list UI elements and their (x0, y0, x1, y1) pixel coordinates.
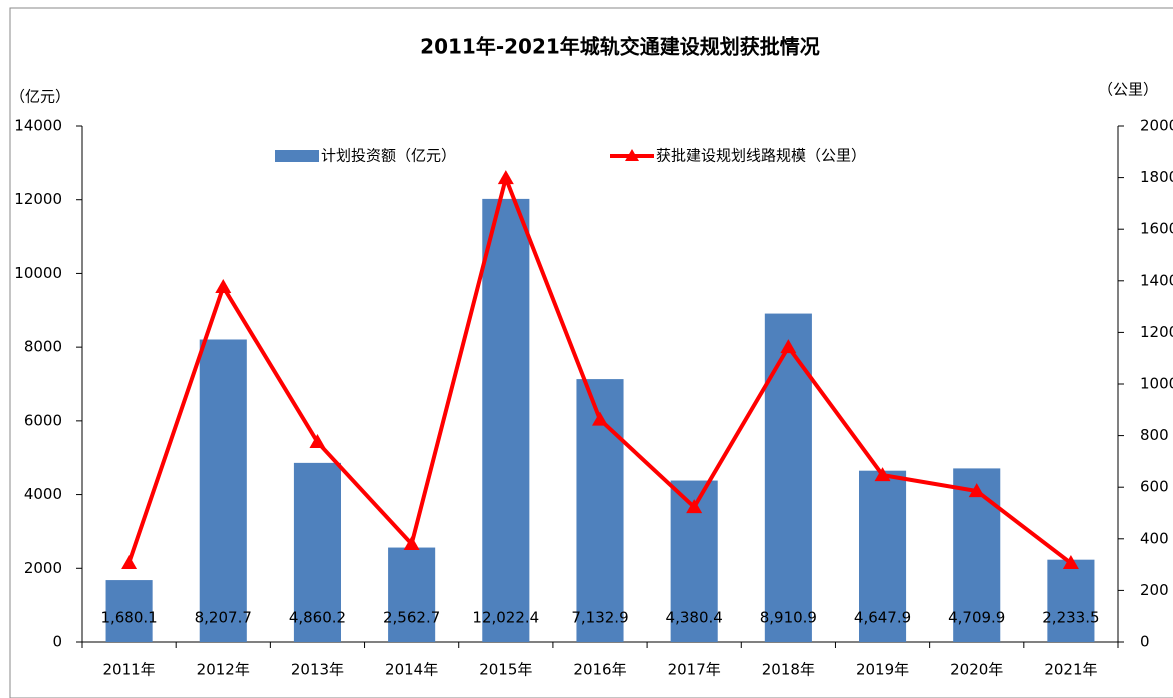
data-label: 7,132.9 (571, 609, 628, 627)
x-tick-label: 2018年 (762, 661, 815, 679)
y-tick-label: 2000 (24, 559, 62, 577)
bar (953, 468, 1001, 642)
x-tick-label: 2014年 (385, 661, 438, 679)
y-axis-label: （亿元） (10, 88, 70, 106)
bar (1047, 559, 1095, 642)
y2-tick-label: 400 (1140, 529, 1169, 547)
y2-tick-label: 1400 (1140, 271, 1173, 289)
y2-tick-label: 1800 (1140, 168, 1173, 186)
bar (482, 198, 530, 643)
x-tick-label: 2011年 (102, 661, 155, 679)
y2-tick-label: 1200 (1140, 323, 1173, 341)
chart-frame (9, 7, 1173, 698)
y-tick-label: 14000 (14, 117, 62, 135)
data-label: 4,647.9 (854, 609, 911, 627)
bar (293, 462, 341, 642)
y-tick-label: 4000 (24, 485, 62, 503)
bar (105, 580, 153, 642)
y-tick-label: 10000 (14, 264, 62, 282)
x-tick-label: 2017年 (668, 661, 721, 679)
y2-tick-label: 800 (1140, 426, 1169, 444)
data-label: 2,562.7 (383, 609, 440, 627)
legend-swatch (275, 150, 319, 162)
y2-tick-label: 1000 (1140, 375, 1173, 393)
y2-tick-label: 0 (1140, 633, 1150, 651)
data-label: 4,380.4 (666, 609, 723, 627)
bar (764, 313, 812, 642)
data-label: 4,860.2 (289, 609, 346, 627)
marker (497, 170, 514, 185)
x-tick-label: 2020年 (950, 661, 1003, 679)
marker (403, 535, 420, 550)
data-label: 2,233.5 (1042, 609, 1099, 627)
y-tick-label: 12000 (14, 190, 62, 208)
data-label: 1,680.1 (100, 609, 157, 627)
chart-title: 2011年-2021年城轨交通建设规划获批情况 (420, 35, 820, 59)
y2-tick-label: 200 (1140, 581, 1169, 599)
marker (121, 555, 138, 570)
x-tick-label: 2015年 (479, 661, 532, 679)
bar (859, 470, 907, 642)
x-tick-label: 2016年 (573, 661, 626, 679)
x-tick-label: 2019年 (856, 661, 909, 679)
data-label: 4,709.9 (948, 609, 1005, 627)
marker (780, 339, 797, 354)
marker (874, 467, 891, 482)
y2-tick-label: 600 (1140, 478, 1169, 496)
legend-label: 计划投资额（亿元） (321, 147, 456, 165)
bar (388, 547, 436, 642)
data-label: 12,022.4 (472, 609, 539, 627)
x-tick-label: 2012年 (197, 661, 250, 679)
x-tick-label: 2013年 (291, 661, 344, 679)
marker (1062, 555, 1079, 570)
bar (199, 339, 247, 642)
marker (215, 278, 232, 293)
y-tick-label: 6000 (24, 411, 62, 429)
x-tick-label: 2021年 (1044, 661, 1097, 679)
marker (968, 483, 985, 498)
y2-tick-label: 1600 (1140, 220, 1173, 238)
y-tick-label: 0 (52, 633, 62, 651)
legend-marker (625, 149, 639, 161)
marker (309, 434, 326, 449)
marker (686, 499, 703, 514)
y-tick-label: 8000 (24, 338, 62, 356)
legend-label: 获批建设规划线路规模（公里） (656, 147, 866, 165)
y2-tick-label: 2000 (1140, 117, 1173, 135)
y2-axis-label: （公里） (1098, 81, 1158, 99)
data-label: 8,910.9 (760, 609, 817, 627)
marker (592, 411, 608, 426)
data-label: 8,207.7 (195, 609, 252, 627)
